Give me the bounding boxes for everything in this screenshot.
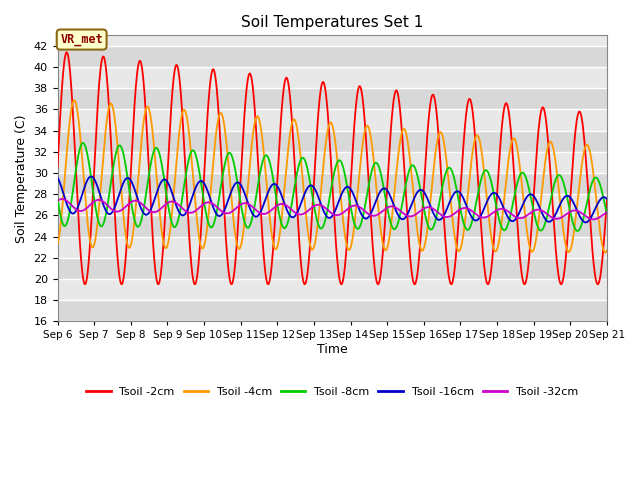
Bar [58, 194, 607, 216]
Bar [58, 173, 607, 194]
Bar [58, 300, 607, 321]
Bar [58, 88, 607, 109]
Bar [58, 258, 607, 279]
Legend: Tsoil -2cm, Tsoil -4cm, Tsoil -8cm, Tsoil -16cm, Tsoil -32cm: Tsoil -2cm, Tsoil -4cm, Tsoil -8cm, Tsoi… [82, 383, 583, 401]
Bar [58, 216, 607, 237]
X-axis label: Time: Time [317, 343, 348, 356]
Text: VR_met: VR_met [60, 33, 103, 46]
Title: Soil Temperatures Set 1: Soil Temperatures Set 1 [241, 15, 424, 30]
Bar [58, 131, 607, 152]
Bar [58, 46, 607, 67]
Bar [58, 109, 607, 131]
Bar [58, 152, 607, 173]
Bar [58, 67, 607, 88]
Bar [58, 279, 607, 300]
Bar [58, 237, 607, 258]
Y-axis label: Soil Temperature (C): Soil Temperature (C) [15, 114, 28, 242]
